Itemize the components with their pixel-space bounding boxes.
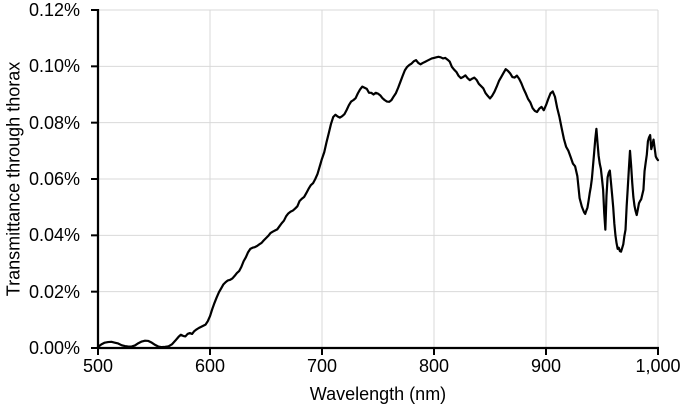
y-tick-label: 0.08% (28, 112, 80, 133)
x-tick-label: 900 (530, 356, 562, 376)
x-axis-title: Wavelength (nm) (309, 384, 447, 404)
x-tick-label: 800 (418, 356, 450, 376)
x-tick-label: 500 (82, 356, 114, 376)
y-tick-label: 0.10% (28, 56, 80, 77)
y-tick-label: 0.02% (28, 281, 80, 302)
x-tick-label: 700 (306, 356, 338, 376)
x-tick-label: 1,000 (635, 356, 681, 376)
x-tick-label: 600 (194, 356, 226, 376)
y-tick-label: 0.12% (28, 0, 80, 20)
transmittance-line (96, 55, 660, 349)
y-tick-label: 0.04% (28, 225, 80, 246)
y-tick-label: 0.00% (28, 338, 80, 358)
y-tick-label: 0.06% (28, 169, 80, 189)
